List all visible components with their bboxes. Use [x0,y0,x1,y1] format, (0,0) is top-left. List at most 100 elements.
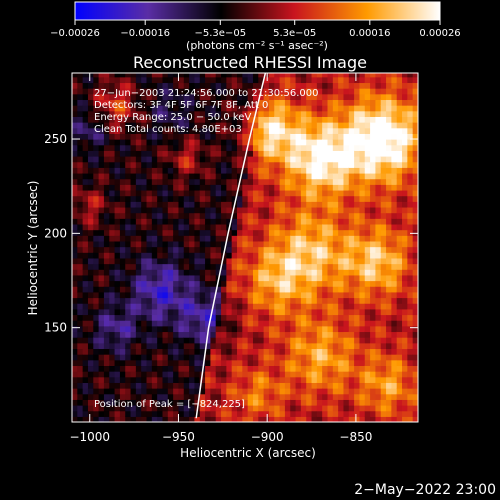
heatmap-cell [215,393,222,400]
heatmap-cell [343,399,350,406]
heatmap-cell [391,150,398,157]
heatmap-cell [412,178,418,185]
heatmap-cell [162,161,169,168]
heatmap-cell [157,156,164,163]
heatmap-cell [391,139,398,146]
heatmap-cell [98,184,105,191]
heatmap-cell [109,139,116,146]
heatmap-cell [327,286,334,293]
heatmap-cell [189,382,196,389]
heatmap-cell [72,388,78,395]
heatmap-cell [348,337,355,344]
heatmap-cell [327,405,334,412]
heatmap-cell [284,212,291,219]
heatmap-cell [316,212,323,219]
heatmap-cell [125,314,132,321]
heatmap-cell [300,365,307,372]
heatmap-cell [268,308,275,316]
heatmap-cell [87,156,94,163]
heatmap-cell [109,110,116,117]
heatmap-cell [173,73,180,78]
heatmap-cell [284,274,291,282]
heatmap-cell [322,342,329,350]
heatmap-cell [114,393,121,400]
heatmap-cell [77,274,84,282]
heatmap-cell [178,73,185,78]
heatmap-cell [82,337,89,344]
heatmap-cell [263,189,270,197]
heatmap-cell [375,342,382,350]
heatmap-cell [114,122,121,129]
heatmap-cell [93,189,100,197]
heatmap-cell [348,184,355,191]
heatmap-cell [391,105,398,112]
heatmap-cell [412,144,418,151]
heatmap-cell [183,105,190,112]
heatmap-cell [316,206,323,214]
heatmap-cell [284,257,291,265]
heatmap-cell [306,99,313,106]
heatmap-cell [183,133,190,140]
heatmap-cell [332,201,339,208]
heatmap-cell [332,73,339,78]
heatmap-cell [396,235,403,242]
heatmap-cell [359,314,366,321]
heatmap-cell [274,263,281,270]
heatmap-cell [252,127,259,134]
heatmap-cell [391,263,398,270]
heatmap-cell [146,291,153,299]
heatmap-cell [343,127,350,134]
heatmap-cell [300,331,307,338]
heatmap-cell [109,269,116,276]
heatmap-cell [103,105,110,112]
heatmap-cell [402,405,408,412]
heatmap-cell [332,82,339,89]
heatmap-cell [396,297,403,304]
heatmap-cell [141,303,148,310]
heatmap-cell [380,127,387,134]
heatmap-cell [252,393,259,400]
heatmap-cell [82,110,89,117]
heatmap-cell [162,212,169,219]
heatmap-cell [364,144,371,151]
heatmap-cell [412,325,418,333]
heatmap-cell [252,308,259,316]
heatmap-cell [178,308,185,316]
heatmap-cell [354,359,361,367]
heatmap-cell [93,229,100,236]
heatmap-cell [359,399,366,406]
heatmap-cell [247,76,254,84]
heatmap-cell [157,82,164,89]
heatmap-cell [396,286,403,293]
heatmap-cell [407,246,414,253]
heatmap-cell [162,76,169,84]
heatmap-cell [141,229,148,236]
heatmap-cell [391,223,398,231]
heatmap-cell [322,201,329,208]
heatmap-cell [407,73,414,78]
heatmap-cell [263,82,270,89]
heatmap-cell [125,76,132,84]
heatmap-cell [396,178,403,185]
heatmap-cell [311,127,318,134]
heatmap-cell [252,376,259,383]
heatmap-cell [210,201,217,208]
heatmap-cell [370,189,377,197]
heatmap-cell [98,269,105,276]
heatmap-cell [284,297,291,304]
heatmap-cell [199,246,206,253]
heatmap-cell [247,167,254,174]
heatmap-cell [221,399,227,406]
heatmap-cell [93,257,100,265]
heatmap-cell [146,354,153,361]
heatmap-cell [103,110,110,117]
heatmap-cell [359,139,366,146]
heatmap-cell [151,376,158,383]
heatmap-cell [189,371,196,378]
heatmap-cell [311,144,318,151]
heatmap-cell [396,371,403,378]
heatmap-cell [412,348,418,355]
heatmap-cell [162,116,169,123]
heatmap-cell [391,127,398,134]
heatmap-cell [199,337,206,344]
